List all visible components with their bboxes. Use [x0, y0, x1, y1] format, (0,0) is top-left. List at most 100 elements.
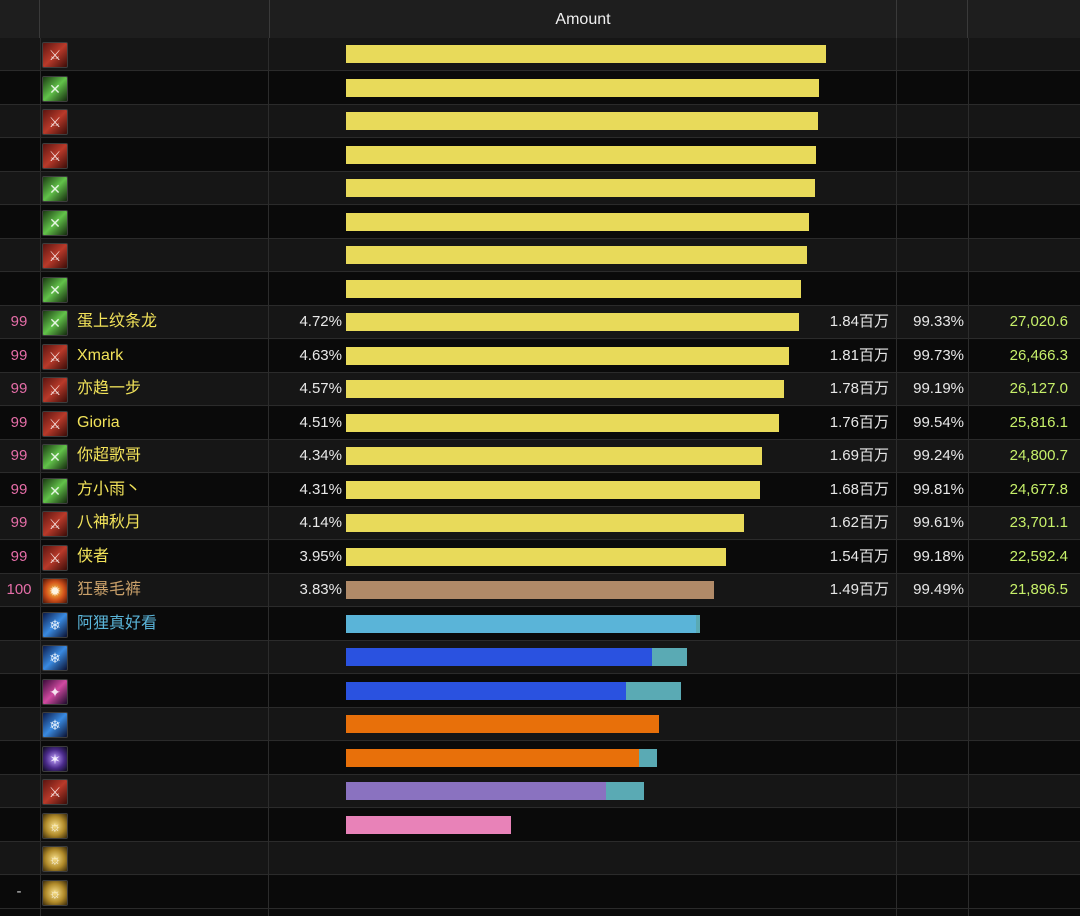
row-rank	[0, 273, 38, 305]
table-row[interactable]: 99 ⚔ 亦趋一步 4.57% 1.78百万 99.19% 26,127.0	[0, 373, 1080, 406]
row-total-amount	[810, 876, 889, 908]
table-row[interactable]: 99 ⚔ Gioria 4.51% 1.76百万 99.54% 25,816.1	[0, 407, 1080, 440]
row-player-name: 方小雨丶	[77, 481, 142, 498]
row-dps	[968, 675, 1068, 707]
row-active-percent: 99.81%	[913, 481, 964, 498]
warrior-icon: ⚔	[42, 243, 68, 269]
table-row[interactable]: ✕	[0, 72, 1080, 105]
table-row[interactable]: ⚔	[0, 239, 1080, 272]
row-active-percent: 99.24%	[913, 447, 964, 464]
row-active-percent	[898, 105, 964, 137]
gold-icon: ☼	[42, 846, 68, 872]
table-row[interactable]: ⚔	[0, 139, 1080, 172]
row-amount-bar	[346, 615, 696, 633]
frost-icon: ❄	[42, 712, 68, 738]
row-rank: 99	[10, 481, 28, 498]
row-percent	[270, 206, 342, 238]
row-percent: 4.57%	[299, 380, 342, 397]
row-amount-bar	[346, 548, 726, 566]
table-row[interactable]: 99 ⚔ Xmark 4.63% 1.81百万 99.73% 26,466.3	[0, 340, 1080, 373]
row-active-percent	[898, 708, 964, 740]
gold-icon: ☼	[42, 813, 68, 839]
row-active-percent	[898, 842, 964, 874]
row-rank: 99	[10, 414, 28, 431]
table-row[interactable]: ❄ 阿狸真好看	[0, 608, 1080, 641]
table-row[interactable]: 99 ✕ 你超歌哥 4.34% 1.69百万 99.24% 24,800.7	[0, 440, 1080, 473]
table-row[interactable]: - ☼	[0, 876, 1080, 909]
row-secondary-bar	[652, 648, 687, 666]
row-dps	[968, 742, 1068, 774]
row-rank: -	[16, 883, 22, 900]
row-percent	[270, 742, 342, 774]
row-amount-bar	[346, 816, 511, 834]
row-active-percent	[898, 139, 964, 171]
row-active-percent: 99.33%	[913, 313, 964, 330]
row-percent: 4.63%	[299, 347, 342, 364]
table-row[interactable]: ☼	[0, 809, 1080, 842]
row-percent	[270, 172, 342, 204]
table-row[interactable]: ☼	[0, 842, 1080, 875]
row-rank	[0, 72, 38, 104]
header-name-column[interactable]	[40, 0, 270, 38]
row-dps	[968, 38, 1068, 70]
row-rank	[0, 172, 38, 204]
row-rank	[0, 809, 38, 841]
table-row[interactable]: ✕	[0, 273, 1080, 306]
table-row[interactable]: ⚔	[0, 775, 1080, 808]
row-percent	[270, 809, 342, 841]
header-dps-column[interactable]	[968, 0, 1080, 38]
row-dps: 23,701.1	[1009, 514, 1068, 531]
row-player-name	[77, 239, 267, 271]
row-percent	[270, 72, 342, 104]
row-total-amount	[810, 708, 889, 740]
row-total-amount	[810, 139, 889, 171]
table-row[interactable]: ⚔	[0, 38, 1080, 71]
row-percent: 4.14%	[299, 514, 342, 531]
warrior-icon: ⚔	[42, 377, 68, 403]
swords-icon: ✕	[42, 444, 68, 470]
row-active-percent	[898, 172, 964, 204]
row-dps	[968, 608, 1068, 640]
row-dps	[968, 72, 1068, 104]
row-rank	[0, 139, 38, 171]
table-row[interactable]: ⚔	[0, 105, 1080, 138]
row-total-amount: 1.76百万	[829, 414, 889, 431]
row-rank	[0, 206, 38, 238]
row-dps: 22,592.4	[1009, 548, 1068, 565]
row-percent: 3.95%	[299, 548, 342, 565]
swords-icon: ✕	[42, 277, 68, 303]
warrior-icon: ⚔	[42, 545, 68, 571]
header-rank-column[interactable]	[0, 0, 40, 38]
row-rank	[0, 239, 38, 271]
warrior-icon: ⚔	[42, 511, 68, 537]
row-amount-bar	[346, 581, 714, 599]
table-row[interactable]: ✦	[0, 675, 1080, 708]
row-active-percent	[898, 206, 964, 238]
swords-icon: ✕	[42, 210, 68, 236]
row-rank	[0, 608, 38, 640]
header-amount-column[interactable]: Amount	[555, 11, 611, 28]
row-total-amount: 1.62百万	[829, 514, 889, 531]
row-active-percent	[898, 775, 964, 807]
table-row[interactable]: ❄	[0, 708, 1080, 741]
row-amount-bar	[346, 280, 801, 298]
table-row[interactable]: ✶	[0, 742, 1080, 775]
row-amount-bar	[346, 380, 784, 398]
header-active-column[interactable]	[896, 0, 968, 38]
table-row[interactable]: 99 ✕ 方小雨丶 4.31% 1.68百万 99.81% 24,677.8	[0, 474, 1080, 507]
row-active-percent: 99.61%	[913, 514, 964, 531]
row-amount-bar	[346, 682, 626, 700]
row-amount-bar	[346, 213, 809, 231]
row-secondary-bar	[639, 749, 657, 767]
table-row[interactable]: ✕	[0, 206, 1080, 239]
table-row[interactable]: ✕	[0, 172, 1080, 205]
row-rank	[0, 641, 38, 673]
table-row[interactable]: 99 ⚔ 八神秋月 4.14% 1.62百万 99.61% 23,701.1	[0, 507, 1080, 540]
table-row[interactable]: ❄	[0, 641, 1080, 674]
table-row[interactable]: 99 ⚔ 侠者 3.95% 1.54百万 99.18% 22,592.4	[0, 541, 1080, 574]
row-total-amount: 1.84百万	[829, 313, 889, 330]
table-row[interactable]: 100 ✹ 狂暴毛裤 3.83% 1.49百万 99.49% 21,896.5	[0, 574, 1080, 607]
row-player-name	[77, 809, 267, 841]
table-row[interactable]: 99 ✕ 蛋上纹条龙 4.72% 1.84百万 99.33% 27,020.6	[0, 306, 1080, 339]
row-rank: 99	[10, 380, 28, 397]
